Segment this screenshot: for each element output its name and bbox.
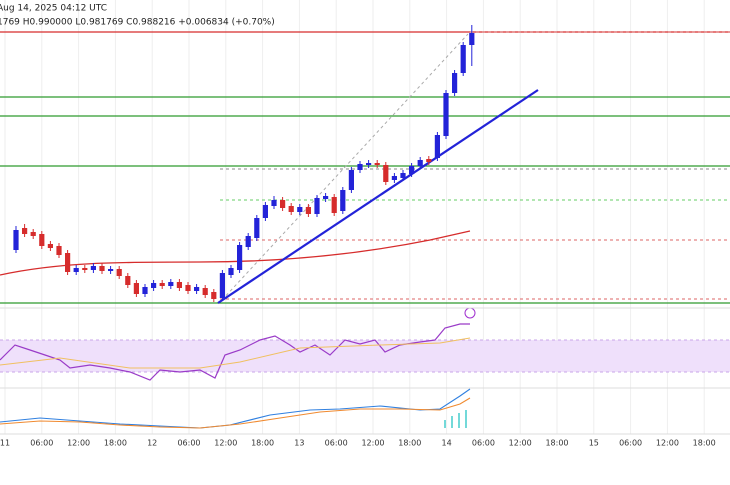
projection-line [221, 33, 469, 301]
candle-body [90, 266, 96, 270]
candle-body [125, 276, 131, 285]
candle-body [400, 173, 406, 178]
x-tick-label: 06:00 [619, 439, 642, 448]
x-tick-label: 18:00 [251, 439, 274, 448]
candle-body [99, 266, 105, 271]
candle-body [271, 200, 277, 206]
header-quote: 1769 H0.990000 L0.981769 C0.988216 +0.00… [0, 18, 275, 28]
candle-body [82, 268, 88, 270]
levels [0, 31, 730, 304]
macd-histogram [444, 410, 467, 428]
alert-icon [464, 307, 476, 319]
candle-body [331, 197, 337, 213]
x-tick-label: 15 [589, 439, 599, 448]
x-axis-labels: 11 06:00 12:00 18:00 12 06:00 12:00 18:00 13 06:0… [0, 439, 716, 448]
candle-body [409, 166, 415, 174]
candle-body [426, 159, 432, 162]
x-tick-label: 18:00 [545, 439, 568, 448]
candle-body [13, 230, 19, 250]
candle-body [202, 288, 208, 295]
candle-body [185, 285, 191, 291]
moving-average [0, 230, 471, 276]
candle-body [56, 246, 62, 255]
candle-body [194, 287, 200, 291]
candle-body [228, 268, 234, 275]
rsi-band [0, 340, 730, 372]
candle-body [237, 245, 243, 270]
rsi-signal [0, 337, 471, 369]
candle-body [159, 283, 165, 286]
candle-body [47, 244, 53, 248]
candle-body [116, 269, 122, 276]
x-tick-label: 12:00 [509, 439, 532, 448]
candle-body [357, 164, 363, 170]
candle-body [374, 163, 380, 165]
candle-body [176, 282, 182, 288]
candle-body [391, 176, 397, 180]
candle-body [366, 163, 372, 165]
candle-body [340, 190, 346, 211]
x-tick-label: 11 [0, 439, 10, 448]
trend-line [217, 89, 539, 304]
x-tick-label: 12:00 [214, 439, 237, 448]
candle-body [323, 196, 329, 199]
x-tick-label: 18:00 [693, 439, 716, 448]
candle-body [168, 282, 174, 286]
candle-body [383, 165, 389, 182]
candle-body [460, 45, 466, 73]
candles [13, 25, 475, 302]
candle-body [280, 200, 286, 208]
x-tick-label: 06:00 [472, 439, 495, 448]
candle-body [108, 269, 114, 271]
candle-body [245, 236, 251, 247]
candle-body [39, 234, 45, 246]
candle-body [305, 207, 311, 214]
header-date: Aug 14, 2025 04:12 UTC [0, 4, 107, 14]
candle-body [254, 218, 260, 238]
candle-body [262, 205, 268, 218]
x-tick-label: 06:00 [30, 439, 53, 448]
candle-body [314, 198, 320, 214]
candle-body [443, 93, 449, 136]
candle-body [297, 207, 303, 212]
x-tick-label: 18:00 [104, 439, 127, 448]
x-tick-label: 12 [147, 439, 157, 448]
x-tick-label: 18:00 [398, 439, 421, 448]
candle-body [30, 232, 36, 236]
candle-body [219, 273, 225, 298]
macd-signal [0, 397, 471, 429]
candle-body [22, 228, 28, 234]
x-tick-label: 13 [294, 439, 304, 448]
x-tick-label: 12:00 [361, 439, 384, 448]
candle-body [288, 206, 294, 212]
x-tick-label: 12:00 [67, 439, 90, 448]
x-tick-label: 14 [442, 439, 452, 448]
candle-body [417, 160, 423, 166]
x-tick-label: 12:00 [656, 439, 679, 448]
candle-body [142, 287, 148, 294]
candle-body [211, 292, 217, 299]
candle-body [469, 33, 475, 45]
x-tick-label: 06:00 [325, 439, 348, 448]
candle-body [434, 135, 440, 158]
candle-body [452, 73, 458, 93]
rsi-line [0, 323, 470, 381]
candle-body [348, 170, 354, 190]
x-tick-label: 06:00 [177, 439, 200, 448]
candle-body [133, 283, 139, 294]
candle-body [73, 268, 79, 272]
candle-body [151, 283, 157, 288]
candle-body [65, 253, 71, 272]
